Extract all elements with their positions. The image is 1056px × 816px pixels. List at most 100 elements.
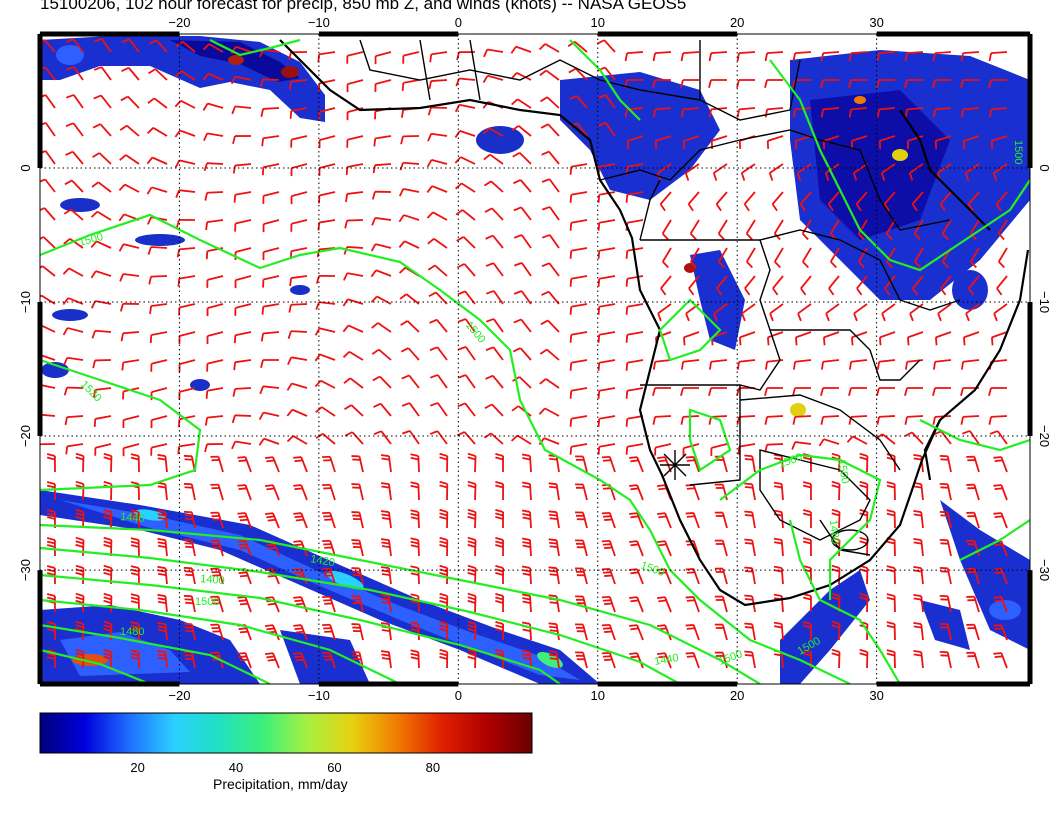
wind-barb xyxy=(657,652,672,669)
wind-barb xyxy=(548,622,560,641)
wind-barb xyxy=(233,191,252,203)
wind-barb xyxy=(380,510,392,529)
wind-barb xyxy=(410,649,420,669)
contour-label: 1500 xyxy=(195,596,219,608)
wind-barb xyxy=(205,219,224,231)
wind-barb xyxy=(764,79,784,88)
contour-label: 1500 xyxy=(639,560,666,580)
wind-barb xyxy=(802,593,812,613)
wind-barb xyxy=(183,510,196,529)
lat-tick-right: 0 xyxy=(1037,164,1052,171)
wind-barb xyxy=(657,596,672,613)
wind-barb xyxy=(657,540,672,557)
wind-barb xyxy=(146,156,168,165)
wind-barb xyxy=(454,129,476,138)
wind-barb xyxy=(40,207,56,221)
wind-barb xyxy=(380,594,392,613)
wind-barb xyxy=(629,456,644,473)
wind-barb xyxy=(206,331,224,345)
wind-barb xyxy=(380,538,392,557)
wind-barb xyxy=(286,408,308,417)
wind-barb xyxy=(401,79,420,91)
wind-barb xyxy=(855,191,868,212)
wind-barb xyxy=(597,415,616,427)
wind-barb xyxy=(157,621,168,641)
wind-barb xyxy=(150,359,168,372)
wind-barb xyxy=(624,51,644,62)
wind-barb xyxy=(710,443,728,456)
wind-barb xyxy=(939,510,952,529)
wind-barb xyxy=(400,135,420,145)
wind-barb xyxy=(402,51,420,64)
wind-barb xyxy=(831,648,841,669)
wind-barb xyxy=(483,180,504,193)
wind-barb xyxy=(539,378,560,389)
wind-barb xyxy=(988,79,1008,88)
wind-barb xyxy=(65,38,84,53)
wind-barb xyxy=(934,135,952,149)
wind-barb xyxy=(913,649,924,669)
wind-barb xyxy=(103,452,113,473)
wind-barb xyxy=(426,159,448,168)
wind-barb xyxy=(122,443,140,457)
wind-barb xyxy=(744,454,756,473)
wind-barb xyxy=(264,484,280,501)
wind-barb xyxy=(370,243,392,252)
wind-barb xyxy=(904,51,924,62)
wind-barb xyxy=(371,348,392,361)
wind-barb xyxy=(736,415,756,425)
wind-barb xyxy=(46,649,56,669)
wind-barb xyxy=(234,275,252,289)
wind-barb xyxy=(286,382,308,391)
wind-barb xyxy=(62,267,84,277)
wind-barb xyxy=(183,594,196,613)
wind-barb xyxy=(685,652,700,669)
wind-barb xyxy=(932,359,952,370)
wind-barb xyxy=(210,539,224,557)
wind-barb xyxy=(345,191,364,202)
wind-barb xyxy=(118,243,140,252)
wind-barb xyxy=(495,593,504,613)
wind-barb xyxy=(575,651,588,669)
wind-barb xyxy=(290,191,308,205)
wind-barb xyxy=(93,415,112,427)
wind-barb xyxy=(848,79,868,88)
wind-barb xyxy=(876,107,896,118)
wind-barb xyxy=(371,190,392,200)
wind-barb xyxy=(988,51,1008,62)
wind-barb xyxy=(178,359,196,373)
wind-barb xyxy=(512,151,532,165)
wind-barb xyxy=(457,402,476,417)
wind-barb xyxy=(848,107,868,118)
wind-barb xyxy=(629,652,644,669)
wind-barb xyxy=(93,387,112,398)
wind-barb xyxy=(988,415,1008,425)
wind-barb xyxy=(685,512,700,529)
wind-barb xyxy=(965,303,980,322)
wind-barb xyxy=(820,387,840,397)
wind-barb xyxy=(876,51,896,62)
wind-barb xyxy=(380,566,392,585)
wind-barb xyxy=(457,374,476,389)
wind-barb xyxy=(75,620,85,641)
wind-barb xyxy=(260,331,280,342)
wind-barb xyxy=(40,265,56,277)
wind-barb xyxy=(764,107,784,118)
wind-barb xyxy=(210,567,224,585)
wind-barb xyxy=(796,163,812,181)
wind-barb xyxy=(232,387,252,397)
wind-barb xyxy=(183,566,196,585)
wind-barb xyxy=(351,483,364,501)
wind-barb xyxy=(63,238,84,249)
wind-barb xyxy=(541,150,560,165)
wind-barb xyxy=(685,596,700,613)
wind-barb xyxy=(680,51,700,62)
wind-barb xyxy=(351,623,364,641)
wind-barb xyxy=(372,163,392,174)
wind-barb xyxy=(744,538,756,557)
wind-barb xyxy=(178,331,196,345)
map-title: 15100206, 102 hour forecast for precip, … xyxy=(40,0,687,13)
wind-barb xyxy=(286,435,308,445)
contour-label: 1500 xyxy=(1012,140,1024,164)
wind-barb xyxy=(261,135,280,147)
